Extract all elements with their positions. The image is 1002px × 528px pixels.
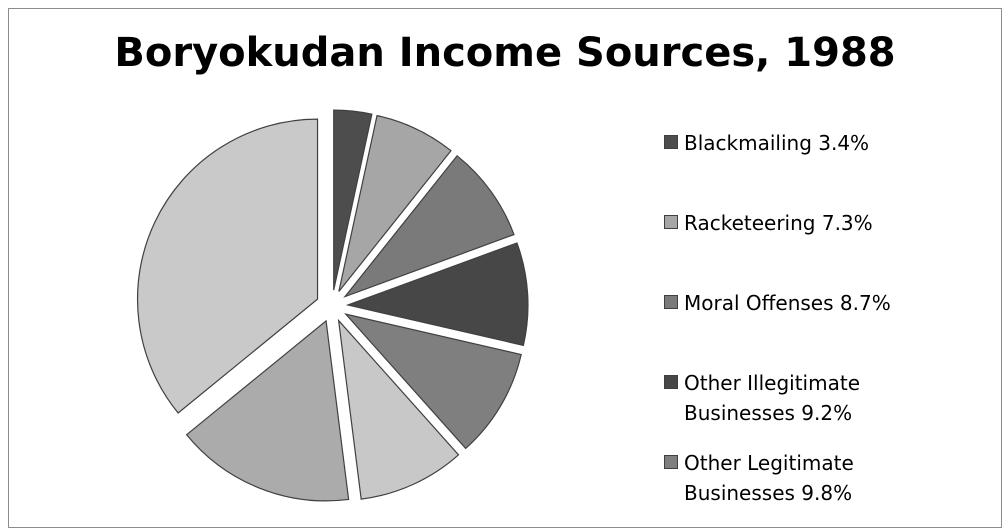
pie-slice-8	[136, 118, 319, 414]
pie-slice-2	[338, 114, 452, 292]
legend-item: Blackmailing 3.4%	[664, 128, 869, 158]
legend-swatch	[664, 295, 678, 309]
pie-slice-1	[333, 109, 373, 291]
legend-swatch	[664, 375, 678, 389]
legend-item: Other Illegitimate Businesses 9.2%	[664, 368, 860, 428]
legend-swatch	[664, 455, 678, 469]
legend-item: Moral Offenses 8.7%	[664, 288, 891, 318]
legend-swatch	[664, 215, 678, 229]
pie-slice-5	[344, 313, 522, 450]
legend-swatch	[664, 135, 678, 149]
pie-slice-6	[337, 318, 460, 500]
chart-title: Boryokudan Income Sources, 1988	[114, 30, 896, 76]
legend-item: Other Legitimate Businesses 9.8%	[664, 448, 854, 508]
pie-slice-3	[343, 154, 515, 298]
legend-label: Blackmailing 3.4%	[684, 131, 870, 155]
pie-chart	[136, 109, 529, 502]
legend-label: Other Illegitimate Businesses 9.2%	[684, 371, 860, 425]
legend-label: Moral Offenses 8.7%	[684, 291, 891, 315]
pie-slice-4	[345, 242, 529, 347]
legend-label: Other Legitimate Businesses 9.8%	[684, 451, 854, 505]
legend-item: Racketeering 7.3%	[664, 208, 873, 238]
pie-slice-7	[185, 319, 350, 502]
legend-label: Racketeering 7.3%	[684, 211, 873, 235]
